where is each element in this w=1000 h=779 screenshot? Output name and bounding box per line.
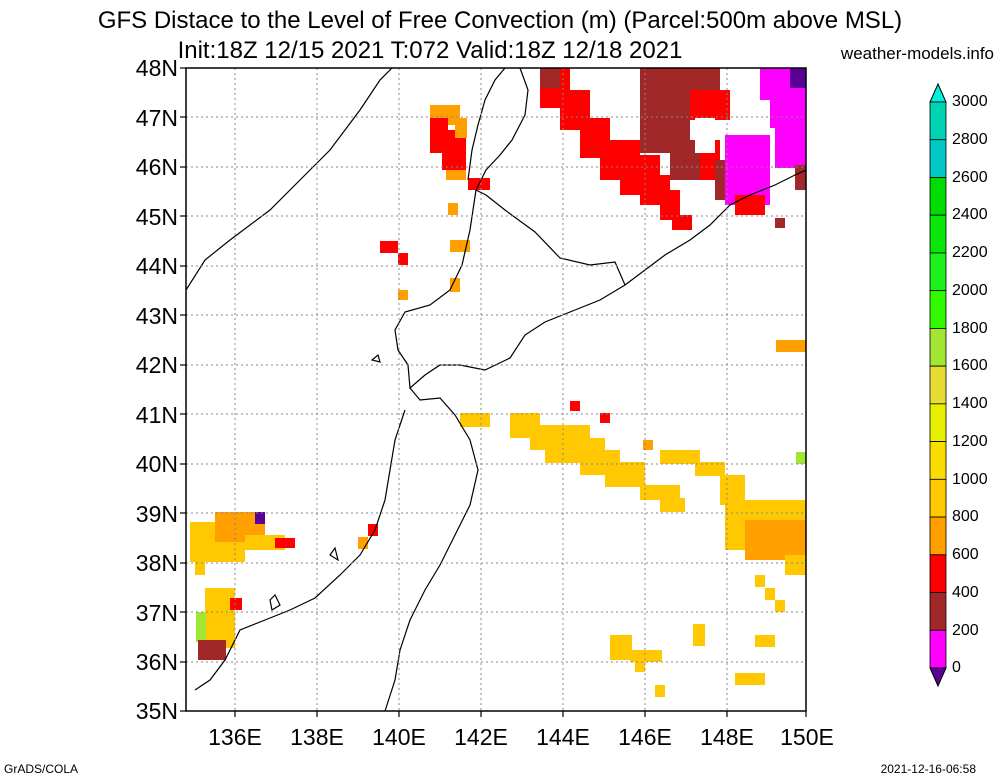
colorbar-segment bbox=[929, 516, 947, 556]
coastlines bbox=[186, 68, 806, 711]
lat-label: 46N bbox=[135, 154, 178, 180]
colorbar-label: 2600 bbox=[952, 169, 988, 186]
lon-label: 150E bbox=[780, 724, 834, 750]
lat-label: 37N bbox=[135, 600, 178, 626]
lat-label: 40N bbox=[135, 451, 178, 477]
colorbar-label: 1600 bbox=[952, 357, 988, 374]
colorbar-label: 200 bbox=[952, 622, 979, 639]
colorbar-label: 0 bbox=[952, 659, 961, 676]
lon-label: 148E bbox=[700, 724, 754, 750]
lat-label: 38N bbox=[135, 550, 178, 576]
colorbar-segment bbox=[929, 478, 947, 518]
lon-label: 136E bbox=[208, 724, 262, 750]
colorbar-label: 600 bbox=[952, 546, 979, 563]
lon-label: 138E bbox=[290, 724, 344, 750]
colorbar-top-arrow bbox=[929, 82, 947, 103]
colorbar-label: 1800 bbox=[952, 320, 988, 337]
colorbar-segment bbox=[929, 592, 947, 631]
lat-label: 42N bbox=[135, 352, 178, 378]
colorbar-segment bbox=[929, 554, 947, 593]
colorbar-segment bbox=[929, 214, 947, 254]
lat-label: 36N bbox=[135, 649, 178, 675]
colorbar-segment bbox=[929, 441, 947, 480]
lon-label: 142E bbox=[454, 724, 508, 750]
lat-label: 47N bbox=[135, 105, 178, 131]
colorbar-label: 400 bbox=[952, 584, 979, 601]
colorbar-segment bbox=[929, 101, 947, 141]
colorbar bbox=[929, 82, 947, 688]
colorbar-segment bbox=[929, 327, 947, 367]
footer-software: GrADS/COLA bbox=[4, 762, 79, 776]
map-frame bbox=[185, 67, 807, 712]
colorbar-segment bbox=[929, 177, 947, 216]
lat-label: 35N bbox=[135, 698, 178, 724]
lon-label: 140E bbox=[372, 724, 426, 750]
colorbar-bottom-arrow bbox=[929, 667, 947, 688]
lon-label: 144E bbox=[536, 724, 590, 750]
colorbar-segment bbox=[929, 252, 947, 292]
colorbar-label: 3000 bbox=[952, 93, 988, 110]
site-credit: weather-models.info bbox=[840, 44, 994, 63]
lat-label: 45N bbox=[135, 204, 178, 230]
colorbar-label: 2400 bbox=[952, 206, 988, 223]
colorbar-segment bbox=[929, 365, 947, 405]
colorbar-segment bbox=[929, 139, 947, 178]
lat-label: 41N bbox=[135, 402, 178, 428]
lon-label: 146E bbox=[618, 724, 672, 750]
footer-timestamp: 2021-12-16-06:58 bbox=[880, 762, 976, 776]
colorbar-segment bbox=[929, 629, 947, 669]
colorbar-label: 2000 bbox=[952, 282, 988, 299]
lat-label: 44N bbox=[135, 253, 178, 279]
axis-ticks bbox=[180, 67, 807, 717]
lfc-shaded-cells bbox=[190, 68, 806, 697]
colorbar-label: 800 bbox=[952, 508, 979, 525]
colorbar-label: 2800 bbox=[952, 131, 988, 148]
colorbar-label: 2200 bbox=[952, 244, 988, 261]
lat-label: 48N bbox=[135, 55, 178, 81]
colorbar-label: 1200 bbox=[952, 433, 988, 450]
lat-label: 43N bbox=[135, 303, 178, 329]
colorbar-label: 1000 bbox=[952, 471, 988, 488]
lat-label: 39N bbox=[135, 501, 178, 527]
colorbar-segment bbox=[929, 403, 947, 443]
chart-title-line2: Init:18Z 12/15 2021 T:072 Valid:18Z 12/1… bbox=[177, 37, 683, 64]
colorbar-segment bbox=[929, 290, 947, 329]
colorbar-label: 1400 bbox=[952, 395, 988, 412]
graticule bbox=[186, 68, 806, 711]
chart-title-line1: GFS Distace to the Level of Free Convect… bbox=[97, 7, 903, 34]
